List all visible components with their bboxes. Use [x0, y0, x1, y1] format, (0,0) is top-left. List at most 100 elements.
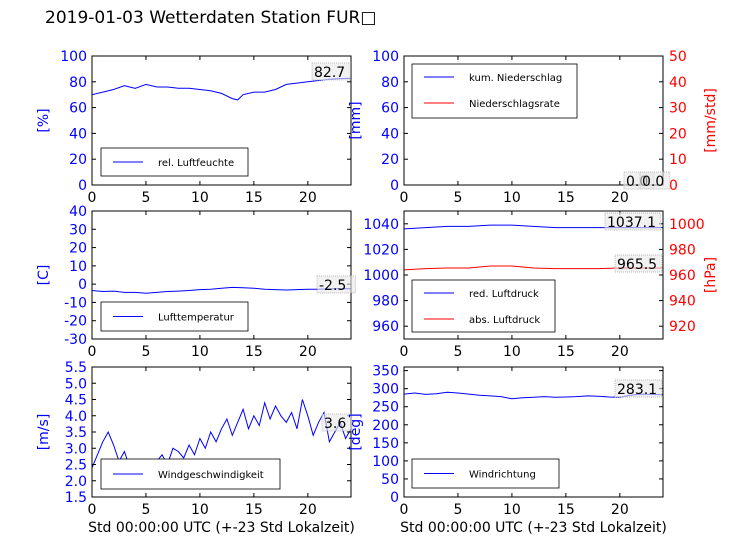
value-annotation-0: 1037.1 [607, 215, 656, 231]
plot-frame-winddirection [403, 366, 664, 498]
y-tick-label: 10 [69, 259, 87, 275]
y-tick-label: 60 [381, 101, 399, 117]
value-annotation-1: 0.0 [642, 174, 664, 190]
x-tick-label: 0 [400, 190, 409, 206]
x-tick-label: 10 [191, 344, 209, 360]
x-tick-label: 20 [611, 344, 629, 360]
y-tick-label: 20 [69, 152, 87, 168]
y2-tick-label: 940 [669, 294, 696, 310]
y2-tick-label: 40 [669, 75, 687, 91]
y-tick-label: 0 [78, 178, 87, 194]
y-tick-label: 250 [372, 400, 399, 416]
x-tick-label: 15 [557, 190, 575, 206]
y-axis-label: [deg] [348, 413, 364, 450]
y-tick-label: 1040 [363, 217, 399, 233]
x-tick-label: 20 [299, 502, 317, 518]
y-tick-label: 1.5 [65, 490, 87, 506]
x-tick-label: 10 [503, 502, 521, 518]
x-tick-label: 15 [245, 190, 263, 206]
legend-entry: Lufttemperatur [158, 313, 235, 324]
legend-box [411, 63, 578, 119]
value-annotation-box [614, 379, 663, 398]
y-tick-label: 40 [69, 204, 87, 220]
value-annotation-0: 3.6 [324, 416, 346, 432]
y-tick-label: 30 [69, 222, 87, 238]
y-tick-label: 350 [372, 364, 399, 380]
series-line-humidity-0 [91, 77, 352, 101]
x-tick-label: 10 [191, 190, 209, 206]
y-tick-label: 80 [381, 75, 399, 91]
y-tick-label: 300 [372, 382, 399, 398]
value-annotation-box [311, 62, 351, 81]
x-tick-label: 20 [299, 344, 317, 360]
value-annotation-box [321, 413, 353, 432]
value-annotation-0: 82.7 [314, 65, 345, 81]
legend-box [411, 279, 556, 333]
y2-tick-label: 0 [669, 178, 678, 194]
y-tick-label: -10 [64, 295, 87, 311]
y-tick-label: 150 [372, 436, 399, 452]
y-tick-label: 5.0 [65, 376, 87, 392]
legend-entry: rel. Luftfeuchte [158, 158, 234, 169]
legend-entry: abs. Luftdruck [469, 315, 540, 326]
y-tick-label: 5.5 [65, 360, 87, 376]
plot-frame-humidity [91, 55, 352, 186]
value-annotation-1: 965.5 [617, 257, 657, 273]
y-tick-label: 0 [390, 178, 399, 194]
plot-frame-precipitation [403, 55, 664, 186]
value-annotation-box [604, 212, 662, 231]
y2-tick-label: 980 [669, 242, 696, 258]
value-annotation-box [316, 275, 356, 294]
y2-tick-label: 50 [669, 49, 687, 65]
y2-axis-label: [hPa] [703, 257, 719, 293]
y-tick-label: 2.5 [65, 458, 87, 474]
x-tick-label: 5 [141, 190, 150, 206]
y-tick-label: 1000 [363, 268, 399, 284]
y-tick-label: 960 [372, 319, 399, 335]
y-tick-label: 0 [78, 277, 87, 293]
y2-tick-label: 30 [669, 101, 687, 117]
x-tick-label: 20 [611, 190, 629, 206]
x-axis-label: Std 00:00:00 UTC (+-23 Std Lokalzeit) [400, 520, 667, 536]
y2-axis-label: [mm/std] [703, 88, 719, 153]
x-tick-label: 15 [245, 344, 263, 360]
y-tick-label: 2.0 [65, 474, 87, 490]
x-tick-label: 20 [611, 502, 629, 518]
value-annotation-box [614, 254, 663, 273]
chart-windspeed: 0 5 10 15 20 1.52.02.53.03.54.04.55.05.5 [m/s]… [36, 360, 355, 536]
value-annotation-0: 283.1 [617, 382, 657, 398]
x-tick-label: 5 [141, 502, 150, 518]
y-axis-label: [%] [36, 108, 52, 132]
y-tick-label: 4.0 [65, 409, 87, 425]
y-tick-label: 100 [60, 49, 87, 65]
value-annotation-box [639, 171, 671, 190]
legend-entry: Niederschlagsrate [469, 99, 560, 110]
y2-tick-label: 960 [669, 268, 696, 284]
x-tick-label: 0 [88, 190, 97, 206]
y-tick-label: 50 [381, 472, 399, 488]
y-tick-label: -20 [64, 314, 87, 330]
y-axis-label: [C] [36, 265, 52, 286]
x-tick-label: 10 [503, 190, 521, 206]
x-tick-label: 5 [453, 344, 462, 360]
y-tick-label: 980 [372, 294, 399, 310]
y-tick-label: 20 [69, 241, 87, 257]
x-tick-label: 10 [503, 344, 521, 360]
y-tick-label: 4.5 [65, 393, 87, 409]
x-tick-label: 10 [191, 502, 209, 518]
y-tick-label: 0 [390, 490, 399, 506]
legend-entry: Windgeschwindigkeit [158, 470, 264, 481]
x-tick-label: 15 [245, 502, 263, 518]
y2-tick-label: 20 [669, 126, 687, 142]
y-tick-label: 80 [69, 75, 87, 91]
y-axis-label: [mm] [348, 101, 364, 139]
series-line-temperature-0 [91, 286, 351, 294]
y-tick-label: 40 [381, 126, 399, 142]
x-tick-label: 15 [557, 344, 575, 360]
y2-tick-label: 1000 [669, 217, 705, 233]
chart-pressure: 0 5 10 15 20 960 980 1000 1020 1040 920 940 960 980 10… [363, 210, 719, 360]
y-axis-label: [m/s] [36, 414, 52, 451]
chart-precipitation: 0 5 10 15 20 0 20 40 60 80 100 0 10 20 30 40 50 [mm] [mm/s… [348, 49, 719, 206]
x-tick-label: 5 [453, 190, 462, 206]
